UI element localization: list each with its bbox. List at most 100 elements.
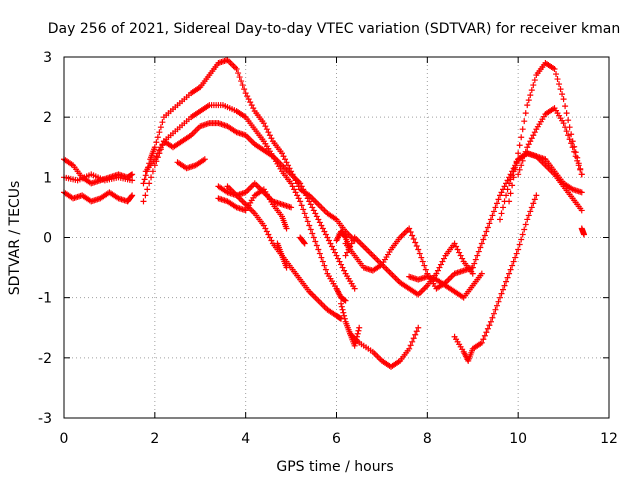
data-point-marker: [568, 140, 575, 147]
data-point-marker: [440, 255, 447, 262]
data-point-marker: [437, 261, 444, 268]
data-point-marker: [504, 186, 511, 193]
data-point-marker: [156, 129, 163, 136]
data-point-marker: [481, 332, 488, 339]
data-point: [478, 339, 485, 346]
y-tick-label: 2: [43, 110, 52, 126]
data-point: [415, 246, 422, 253]
data-point-marker: [518, 236, 525, 243]
data-point-marker: [321, 228, 328, 235]
data-point-marker: [245, 96, 252, 103]
data-point-marker: [527, 138, 534, 145]
data-point-marker: [312, 210, 319, 217]
data-point-marker: [244, 93, 251, 100]
data-point-marker: [303, 192, 310, 199]
data-point-marker: [268, 237, 275, 244]
x-tick-label: 2: [150, 431, 159, 447]
data-point-marker: [312, 238, 319, 245]
data-point-marker: [313, 213, 320, 220]
data-point-marker: [419, 258, 426, 265]
x-tick-label: 6: [332, 431, 341, 447]
data-point-marker: [557, 86, 564, 93]
data-point: [342, 297, 349, 304]
data-point: [306, 198, 313, 205]
data-point: [515, 171, 522, 178]
data-point: [315, 246, 322, 253]
data-point: [283, 264, 290, 271]
data-point-marker: [345, 246, 352, 253]
data-point-marker: [516, 241, 523, 248]
data-point-marker: [341, 315, 348, 322]
data-point-marker: [339, 306, 346, 313]
data-point-marker: [527, 92, 534, 99]
data-point-marker: [519, 157, 526, 164]
data-point-marker: [522, 110, 529, 117]
data-point-marker: [501, 183, 508, 190]
data-point-marker: [304, 195, 311, 202]
data-point-marker: [318, 254, 325, 261]
data-point: [297, 180, 304, 187]
data-point-marker: [509, 262, 516, 269]
data-point-marker: [301, 189, 308, 196]
data-point-marker: [128, 193, 135, 200]
data-point-marker: [309, 230, 316, 237]
data-point-marker: [495, 196, 502, 203]
data-point-marker: [422, 266, 429, 273]
data-point: [415, 324, 422, 331]
data-point-marker: [409, 338, 416, 345]
data-point-marker: [327, 240, 334, 247]
data-point: [301, 240, 308, 247]
data-point-marker: [355, 327, 362, 334]
data-point: [306, 222, 313, 229]
data-point-marker: [348, 240, 355, 247]
data-point-marker: [500, 286, 507, 293]
data-point-marker: [507, 190, 514, 197]
data-point-marker: [263, 228, 270, 235]
data-point: [151, 144, 158, 151]
data-point-marker: [513, 158, 520, 165]
data-point-marker: [410, 335, 417, 342]
data-point-marker: [574, 157, 581, 164]
data-point-marker: [309, 204, 316, 211]
data-point-marker: [434, 267, 441, 274]
data-point-marker: [500, 204, 507, 211]
data-point: [333, 252, 340, 259]
data-point-marker: [407, 228, 414, 235]
data-point: [324, 234, 331, 241]
data-point-marker: [301, 210, 308, 217]
data-point: [506, 180, 513, 187]
data-point-marker: [413, 243, 420, 250]
data-point: [233, 66, 240, 73]
data-point-marker: [285, 162, 292, 169]
data-point-marker: [475, 248, 482, 255]
data-point-marker: [241, 86, 248, 93]
data-point: [351, 285, 358, 292]
data-point-marker: [418, 254, 425, 261]
data-point-marker: [530, 82, 537, 89]
data-point-marker: [409, 232, 416, 239]
data-point-marker: [263, 126, 270, 133]
data-point-marker: [159, 119, 166, 126]
chart-title: Day 256 of 2021, Sidereal Day-to-day VTE…: [48, 21, 620, 37]
data-point-marker: [527, 208, 534, 215]
data-point-marker: [313, 242, 320, 249]
data-point-marker: [412, 331, 419, 338]
data-point-marker: [474, 252, 481, 259]
data-point-marker: [319, 258, 326, 265]
data-point-marker: [522, 148, 529, 155]
data-point: [288, 180, 295, 187]
data-point-marker: [250, 105, 257, 112]
data-point-marker: [153, 158, 160, 165]
data-point-marker: [341, 267, 348, 274]
data-point: [515, 150, 522, 157]
data-point-marker: [304, 218, 311, 225]
data-point-marker: [149, 168, 156, 175]
data-point: [433, 270, 440, 277]
data-point: [338, 300, 345, 307]
data-point-marker: [568, 131, 575, 138]
x-tick-labels: 0 2 4 6 8 10 12: [60, 431, 618, 447]
data-point-marker: [457, 252, 464, 259]
data-point: [524, 144, 531, 151]
x-tick-label: 8: [423, 431, 432, 447]
data-point-marker: [407, 342, 414, 349]
